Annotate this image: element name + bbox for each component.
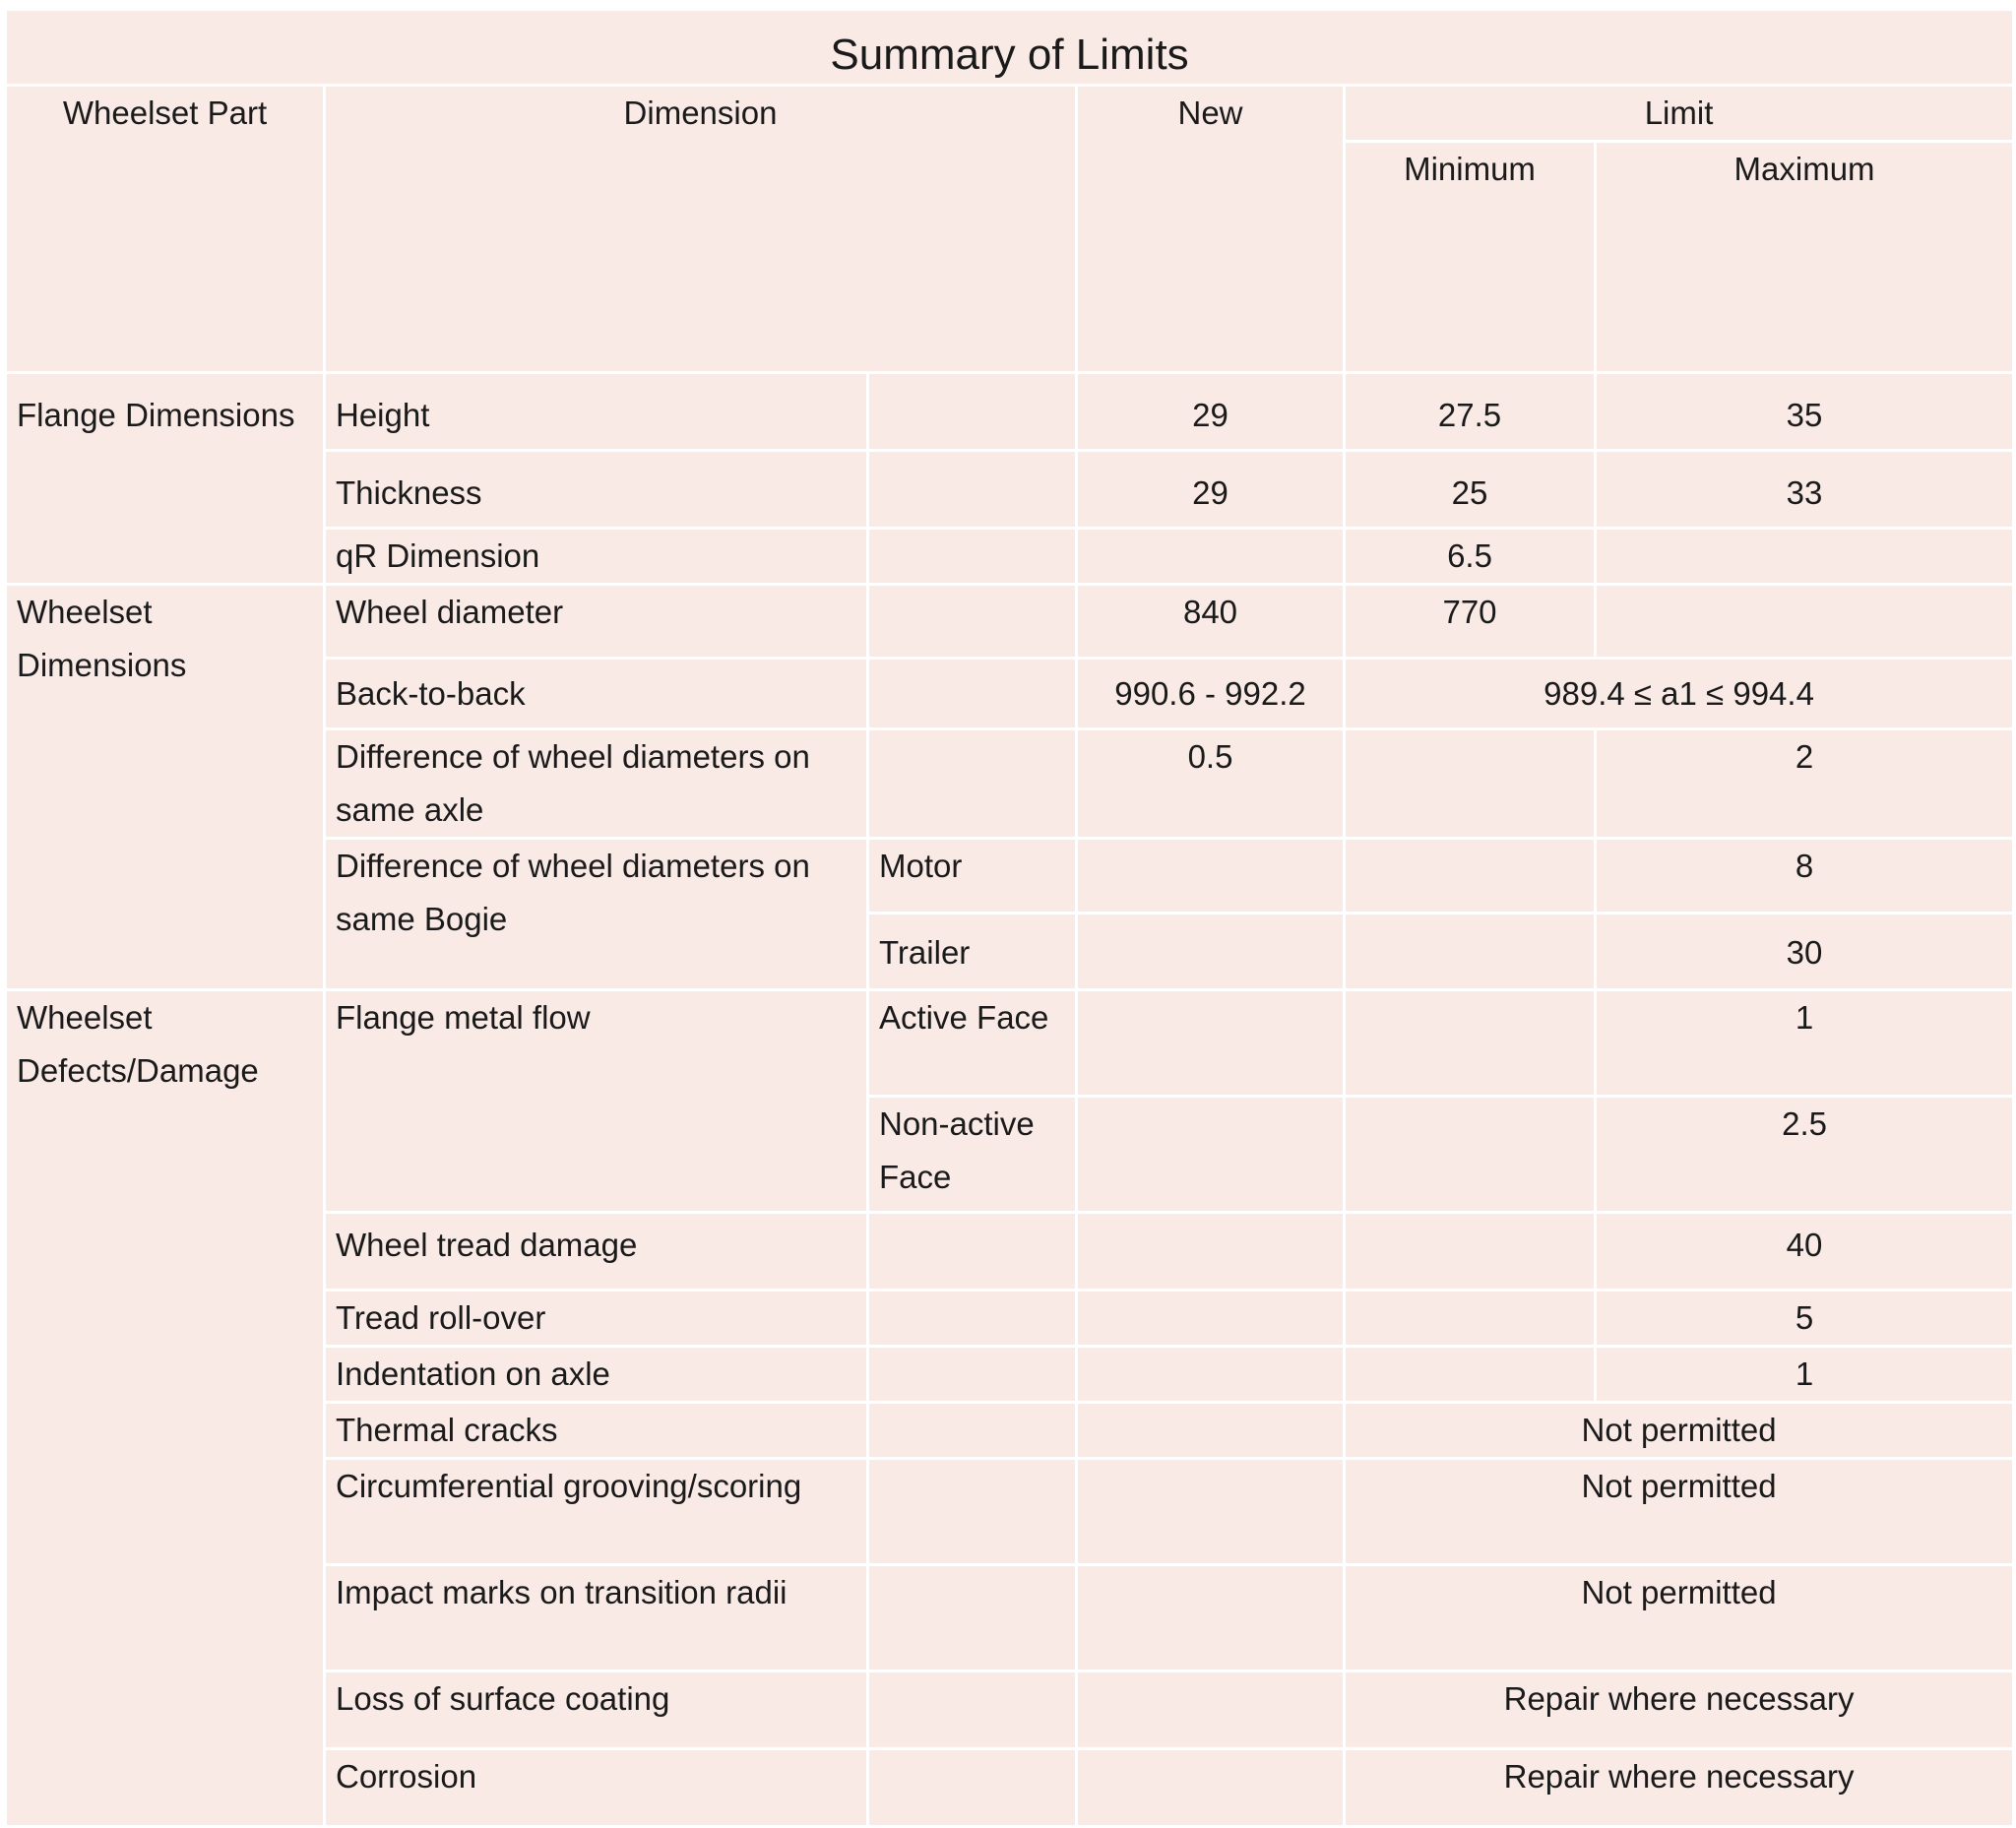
sub-label	[866, 527, 1078, 586]
sub-label	[866, 727, 1078, 840]
max-value: 2.5	[1593, 1095, 2016, 1214]
dimension-label: Impact marks on transition radii	[323, 1563, 869, 1672]
group-wheelset-dimensions: Wheelset Dimensions	[4, 583, 326, 991]
dimension-label: Wheel diameter	[323, 583, 869, 660]
sub-label	[866, 1211, 1078, 1292]
max-value: 1	[1593, 1345, 2016, 1404]
new-value: 990.6 - 992.2	[1075, 657, 1346, 730]
max-value: 30	[1593, 912, 2016, 991]
limit-value: Repair where necessary	[1342, 1670, 2016, 1750]
dimension-label: Height	[323, 371, 869, 452]
min-value	[1343, 1211, 1597, 1292]
max-value	[1593, 583, 2016, 660]
dimension-label: qR Dimension	[323, 527, 869, 586]
header-new: New	[1075, 84, 1346, 374]
new-value: 840	[1075, 583, 1346, 660]
min-value	[1343, 1345, 1597, 1404]
min-value: 770	[1343, 583, 1597, 660]
min-value: 6.5	[1343, 527, 1597, 586]
sub-label: Non-active Face	[866, 1095, 1078, 1214]
new-value	[1075, 1457, 1346, 1566]
header-wheelset-part: Wheelset Part	[4, 84, 326, 374]
max-value: 2	[1593, 727, 2016, 840]
new-value: 29	[1075, 371, 1346, 452]
max-value: 5	[1593, 1289, 2016, 1348]
new-value	[1075, 1401, 1346, 1460]
sub-label: Motor	[866, 837, 1078, 914]
min-value	[1343, 837, 1597, 914]
new-value	[1075, 837, 1346, 914]
max-value: 8	[1593, 837, 2016, 914]
dimension-label: Back-to-back	[323, 657, 869, 730]
sub-label	[866, 657, 1078, 730]
dimension-label: Tread roll-over	[323, 1289, 869, 1348]
min-value	[1343, 1289, 1597, 1348]
limits-table: Summary of Limits Wheelset Part Dimensio…	[3, 8, 2016, 1828]
min-value: 25	[1343, 449, 1597, 530]
max-value: 1	[1593, 988, 2016, 1098]
new-value	[1075, 1563, 1346, 1672]
min-value	[1343, 912, 1597, 991]
max-value: 40	[1593, 1211, 2016, 1292]
group-flange-dimensions: Flange Dimensions	[4, 371, 326, 586]
limit-value: Repair where necessary	[1342, 1747, 2016, 1828]
min-value: 27.5	[1343, 371, 1597, 452]
new-value	[1075, 1345, 1346, 1404]
dimension-label: Flange metal flow	[323, 988, 869, 1214]
min-value	[1343, 988, 1597, 1098]
new-value: 0.5	[1075, 727, 1346, 840]
new-value	[1075, 912, 1346, 991]
sub-label: Active Face	[866, 988, 1078, 1098]
sub-label: Trailer	[866, 912, 1078, 991]
header-dimension: Dimension	[323, 84, 1078, 374]
sub-label	[866, 449, 1078, 530]
min-value	[1343, 1095, 1597, 1214]
dimension-label: Difference of wheel diameters on same ax…	[323, 727, 869, 840]
new-value: 29	[1075, 449, 1346, 530]
dimension-label: Corrosion	[323, 1747, 869, 1828]
summary-of-limits: Summary of Limits Wheelset Part Dimensio…	[3, 8, 2016, 1828]
new-value	[1075, 1095, 1346, 1214]
new-value	[1075, 988, 1346, 1098]
max-value: 33	[1593, 449, 2016, 530]
sub-label	[866, 1401, 1078, 1460]
dimension-label: Circumferential grooving/scoring	[323, 1457, 869, 1566]
max-value	[1593, 527, 2016, 586]
table-title: Summary of Limits	[3, 8, 2016, 87]
sub-label	[866, 1670, 1078, 1750]
sub-label	[866, 1345, 1078, 1404]
limit-value: Not permitted	[1342, 1563, 2016, 1672]
header-limit: Limit	[1342, 84, 2016, 143]
dimension-label: Thermal cracks	[323, 1401, 869, 1460]
dimension-label: Thickness	[323, 449, 869, 530]
new-value	[1075, 1289, 1346, 1348]
min-value	[1343, 727, 1597, 840]
limit-value: 989.4 ≤ a1 ≤ 994.4	[1342, 657, 2016, 730]
dimension-label: Wheel tread damage	[323, 1211, 869, 1292]
sub-label	[866, 1457, 1078, 1566]
sub-label	[866, 1747, 1078, 1828]
dimension-label: Difference of wheel diameters on same Bo…	[323, 837, 869, 991]
new-value	[1075, 1747, 1346, 1828]
sub-label	[866, 371, 1078, 452]
group-wheelset-defects: Wheelset Defects/Damage	[4, 988, 326, 1828]
header-maximum: Maximum	[1593, 140, 2016, 374]
new-value	[1075, 1670, 1346, 1750]
new-value	[1075, 527, 1346, 586]
limit-value: Not permitted	[1342, 1401, 2016, 1460]
sub-label	[866, 1289, 1078, 1348]
limit-value: Not permitted	[1342, 1457, 2016, 1566]
sub-label	[866, 583, 1078, 660]
dimension-label: Indentation on axle	[323, 1345, 869, 1404]
sub-label	[866, 1563, 1078, 1672]
new-value	[1075, 1211, 1346, 1292]
max-value: 35	[1593, 371, 2016, 452]
header-minimum: Minimum	[1343, 140, 1597, 374]
dimension-label: Loss of surface coating	[323, 1670, 869, 1750]
